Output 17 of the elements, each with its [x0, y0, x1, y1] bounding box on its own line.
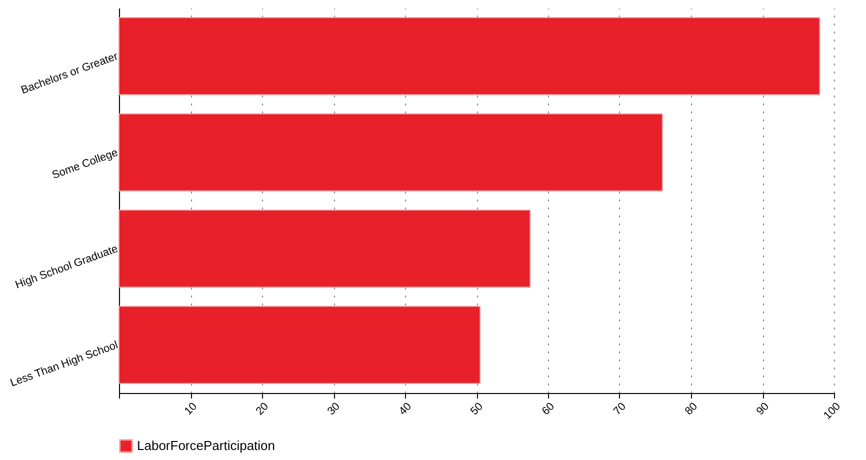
y-tick-label: Some College [50, 146, 120, 182]
x-tick-label: 30 [325, 400, 342, 418]
x-tick-label: 60 [540, 400, 557, 418]
x-tick-label: 20 [254, 400, 271, 418]
x-tick-label: 80 [682, 400, 700, 418]
bar [118, 306, 481, 384]
x-tick-label: 10 [182, 400, 200, 418]
x-tick-label: 90 [754, 400, 772, 418]
x-tick-label: 50 [468, 400, 486, 418]
y-tick-label: Less Than High School [8, 339, 120, 390]
legend-label: LaborForceParticipation [137, 438, 276, 453]
x-tick-label: 100 [822, 400, 843, 422]
x-tick-label: 70 [611, 400, 628, 418]
x-tick-label: 40 [396, 400, 414, 418]
bar [118, 210, 531, 288]
bar [118, 113, 663, 192]
bar [118, 17, 820, 96]
